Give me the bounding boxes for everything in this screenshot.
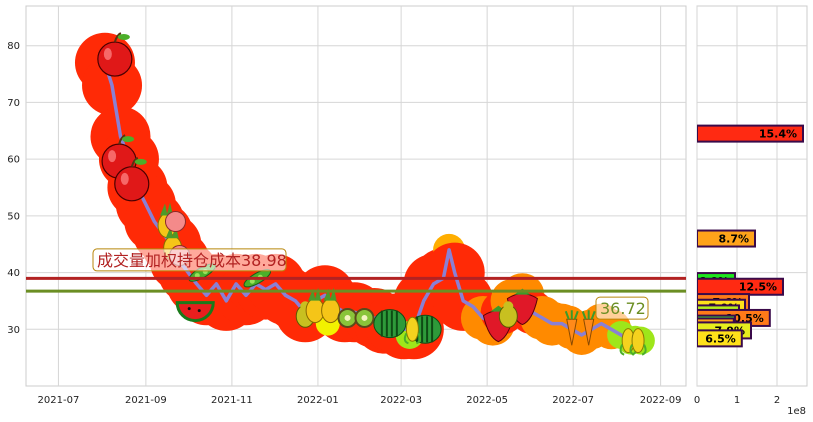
- corn-icon: [629, 328, 647, 356]
- volume-bar-label: 8.7%: [718, 233, 749, 246]
- volume-x-tick-label: 1: [734, 395, 740, 406]
- main-plot-area: 2021-07 2021-09 2021-11 2022-01 2022-03 2022-…: [7, 5, 687, 406]
- reference-label-box: [92, 248, 287, 272]
- apple-icon: [97, 32, 133, 77]
- x-tick-label: 2021-09: [125, 395, 167, 406]
- x-tick-label: 2021-11: [211, 395, 253, 406]
- x-tick-label: 2022-01: [297, 395, 339, 406]
- y-tick-label: 60: [7, 155, 20, 166]
- volume-bar-label: 6.5%: [705, 332, 736, 345]
- reference-line-label: 成交量加权持仓成本38.98: [97, 251, 287, 270]
- y-tick-label: 30: [7, 325, 20, 336]
- volume-bar: [697, 229, 756, 248]
- y-tick-label: 50: [7, 211, 20, 222]
- main-plot-clip: [74, 32, 655, 360]
- reference-line-label: 36.72: [600, 299, 646, 318]
- volume-bar: [697, 124, 804, 143]
- x-tick-label: 2022-05: [466, 395, 508, 406]
- volume-bar-label: 12.5%: [739, 281, 777, 294]
- kiwi-icon: [354, 307, 375, 328]
- x-tick-label: 2022-09: [640, 395, 682, 406]
- x-tick-label: 2021-07: [38, 395, 80, 406]
- kiwi-icon: [337, 307, 358, 328]
- volume-x-tick-label: 0: [694, 395, 700, 406]
- watermelon-icon: [373, 309, 407, 339]
- peach-icon: [164, 211, 186, 233]
- carrot-icon: [564, 310, 579, 346]
- volume-bar-label: 15.4%: [759, 128, 797, 141]
- volume-bars: 15.4%8.7%6.0%12.5%7.6%7.0%6.2%10.5%5.6%5…: [697, 124, 804, 348]
- watermelon-slice-icon: [175, 301, 215, 323]
- carrot-icon: [581, 310, 596, 346]
- volume-x-tick-label: 2: [774, 395, 780, 406]
- y-tick-label: 80: [7, 41, 20, 52]
- volume-bar: [697, 329, 743, 348]
- x-tick-label: 2022-03: [380, 395, 422, 406]
- reference-label-box: [595, 296, 649, 320]
- x-tick-label: 2022-07: [552, 395, 594, 406]
- corn-icon: [403, 316, 422, 345]
- apple-icon: [114, 156, 150, 202]
- volume-scale-label: 1e8: [787, 406, 806, 417]
- produce-icons: [97, 32, 647, 356]
- pear-icon: [498, 301, 518, 328]
- y-tick-label: 70: [7, 98, 20, 109]
- y-tick-label: 40: [7, 268, 20, 279]
- volume-profile-area: 0121e815.4%8.7%6.0%12.5%7.6%7.0%6.2%10.5…: [694, 5, 808, 417]
- reference-lines: 成交量加权持仓成本38.98 36.72: [26, 248, 686, 320]
